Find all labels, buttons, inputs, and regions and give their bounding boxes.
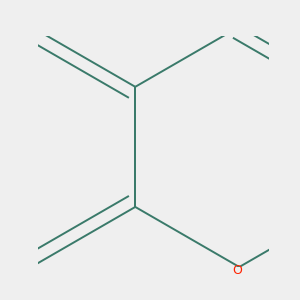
Text: O: O	[232, 264, 242, 277]
